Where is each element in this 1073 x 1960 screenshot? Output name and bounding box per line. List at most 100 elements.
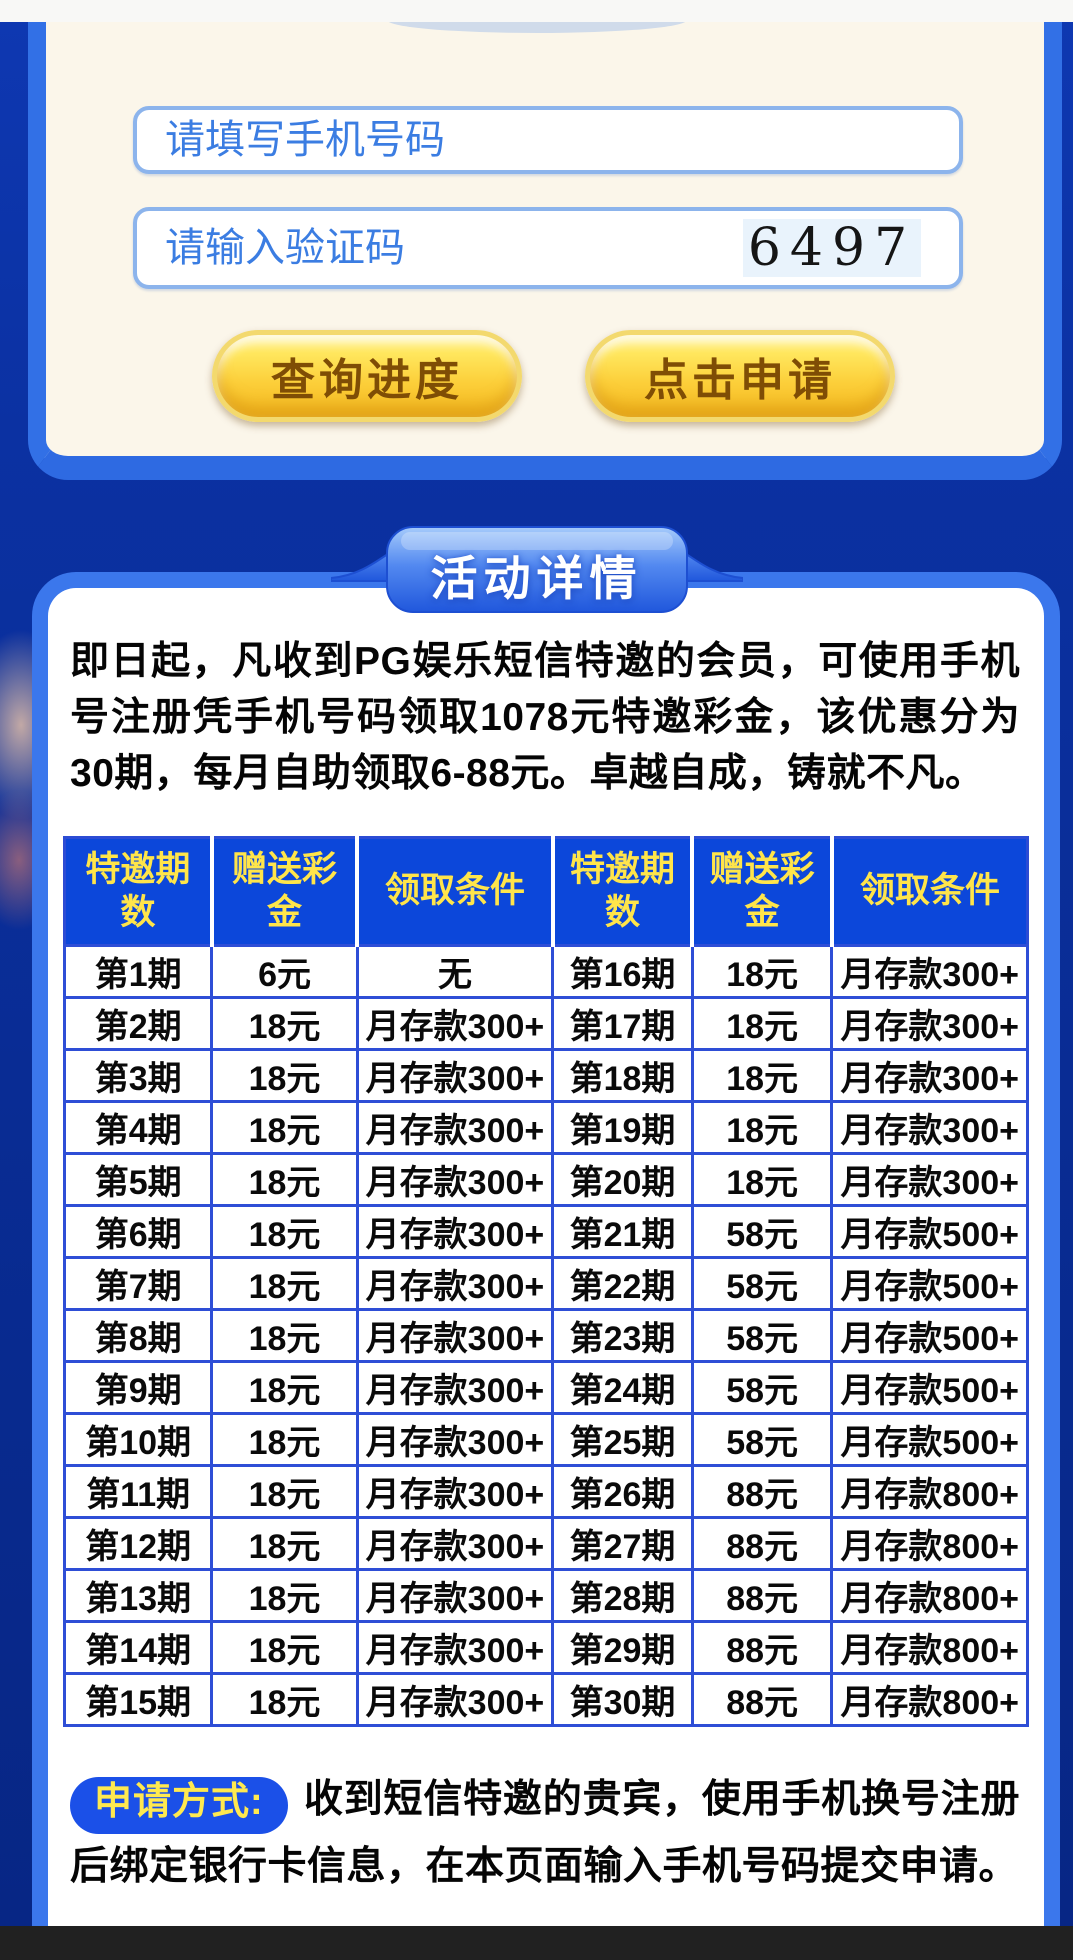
table-cell: 月存款300+ [355, 1204, 555, 1260]
table-cell: 88元 [690, 1516, 834, 1572]
table-cell: 月存款800+ [830, 1464, 1029, 1520]
table-cell: 第6期 [62, 1204, 214, 1260]
table-cell: 58元 [690, 1308, 834, 1364]
table-row: 第4期 18元 月存款300+ 第19期 18元 月存款300+ [62, 1100, 1029, 1156]
table-cell: 第21期 [551, 1204, 694, 1260]
ribbon-shape [330, 526, 743, 613]
table-cell: 第23期 [551, 1308, 694, 1364]
table-cell: 月存款300+ [355, 1568, 555, 1624]
table-cell: 18元 [210, 1256, 359, 1312]
table-cell: 月存款800+ [830, 1620, 1029, 1676]
table-header-cell: 特邀期数 [550, 837, 693, 946]
table-cell: 58元 [690, 1256, 834, 1312]
table-cell: 第15期 [62, 1672, 214, 1728]
table-row: 第10期 18元 月存款300+ 第25期 58元 月存款500+ [62, 1412, 1029, 1468]
captcha-field: 6497 [133, 207, 963, 289]
table-cell: 月存款800+ [830, 1568, 1029, 1624]
table-header-cell: 领取条件 [829, 837, 1028, 946]
table-row: 第14期 18元 月存款300+ 第29期 88元 月存款800+ [62, 1620, 1029, 1676]
table-row: 第8期 18元 月存款300+ 第23期 58元 月存款500+ [62, 1308, 1029, 1364]
table-header-cell: 赠送彩金 [690, 837, 832, 946]
table-cell: 第27期 [551, 1516, 694, 1572]
table-cell: 18元 [210, 1308, 359, 1364]
promo-intro-text: 即日起，凡收到PG娱乐短信特邀的会员，可使用手机号注册凭手机号码领取1078元特… [70, 640, 1020, 795]
table-cell: 第9期 [62, 1360, 214, 1416]
table-cell: 88元 [690, 1568, 834, 1624]
table-row: 第2期 18元 月存款300+ 第17期 18元 月存款300+ [62, 996, 1029, 1052]
table-cell: 月存款300+ [830, 1152, 1029, 1208]
table-cell: 无 [355, 944, 555, 1000]
table-cell: 18元 [690, 1048, 834, 1104]
apply-button[interactable]: 点击申请 [585, 330, 895, 422]
table-cell: 第29期 [551, 1620, 694, 1676]
table-header-cell: 赠送彩金 [209, 837, 358, 946]
table-cell: 18元 [690, 1100, 834, 1156]
table-cell: 18元 [210, 1620, 359, 1676]
table-cell: 月存款300+ [355, 1516, 555, 1572]
table-cell: 月存款300+ [355, 1308, 555, 1364]
table-cell: 月存款300+ [830, 996, 1029, 1052]
table-cell: 58元 [690, 1360, 834, 1416]
table-cell: 月存款500+ [830, 1256, 1029, 1312]
table-cell: 第24期 [551, 1360, 694, 1416]
table-row: 第9期 18元 月存款300+ 第24期 58元 月存款500+ [62, 1360, 1029, 1416]
table-header-row: 特邀期数 赠送彩金 领取条件 特邀期数 赠送彩金 领取条件 [64, 837, 1028, 946]
cropped-ribbon-arc [386, 20, 687, 33]
table-cell: 第25期 [551, 1412, 694, 1468]
apply-method-row: 申请方式: 收到短信特邀的贵宾，使用手机换号注册后绑定银行卡信息，在本页面输入手机… [70, 1767, 1020, 1900]
table-cell: 第16期 [551, 944, 694, 1000]
table-cell: 第26期 [551, 1464, 694, 1520]
table-cell: 月存款300+ [355, 996, 555, 1052]
table-row: 第5期 18元 月存款300+ 第20期 18元 月存款300+ [62, 1152, 1029, 1208]
table-cell: 18元 [210, 1100, 359, 1156]
application-card: 6497 查询进度 点击申请 [28, 22, 1062, 480]
table-cell: 第17期 [551, 996, 694, 1052]
table-row: 第3期 18元 月存款300+ 第18期 18元 月存款300+ [62, 1048, 1029, 1104]
table-cell: 18元 [690, 996, 834, 1052]
table-header-cell: 领取条件 [355, 837, 553, 946]
table-cell: 18元 [690, 1152, 834, 1208]
details-header-ribbon: 活动详情 [330, 522, 743, 616]
table-cell: 18元 [210, 1360, 359, 1416]
table-cell: 第10期 [62, 1412, 214, 1468]
table-cell: 第4期 [62, 1100, 214, 1156]
table-cell: 58元 [690, 1204, 834, 1260]
table-cell: 月存款500+ [830, 1204, 1029, 1260]
table-cell: 第2期 [62, 996, 214, 1052]
bottom-system-bar [0, 1926, 1073, 1960]
table-cell: 18元 [210, 996, 359, 1052]
table-cell: 月存款300+ [355, 1100, 555, 1156]
table-row: 第11期 18元 月存款300+ 第26期 88元 月存款800+ [62, 1464, 1029, 1520]
table-cell: 第3期 [62, 1048, 214, 1104]
details-header-title: 活动详情 [430, 552, 643, 605]
captcha-input[interactable] [137, 211, 753, 285]
table-cell: 18元 [210, 1152, 359, 1208]
status-bar-strip [0, 0, 1073, 22]
table-row: 第1期 6元无第16期 18元 月存款300+ [62, 944, 1029, 1000]
table-row: 第12期 18元 月存款300+ 第27期 88元 月存款800+ [62, 1516, 1029, 1572]
table-cell: 第13期 [62, 1568, 214, 1624]
table-cell: 18元 [210, 1412, 359, 1468]
apply-method-text: 收到短信特邀的贵宾，使用手机换号注册后绑定银行卡信息，在本页面输入手机号码提交申… [70, 1778, 1020, 1888]
table-cell: 月存款300+ [830, 1100, 1029, 1156]
table-cell: 第30期 [551, 1672, 694, 1728]
table-cell: 第7期 [62, 1256, 214, 1312]
table-cell: 月存款800+ [830, 1672, 1029, 1728]
table-row: 第15期 18元 月存款300+ 第30期 88元 月存款800+ [62, 1672, 1029, 1728]
phone-input[interactable] [133, 106, 963, 174]
check-progress-button[interactable]: 查询进度 [212, 330, 522, 422]
table-cell: 月存款300+ [830, 1048, 1029, 1104]
table-cell: 月存款500+ [830, 1308, 1029, 1364]
table-cell: 第12期 [62, 1516, 214, 1572]
table-cell: 月存款500+ [830, 1360, 1029, 1416]
table-cell: 月存款500+ [830, 1412, 1029, 1468]
table-header-cell: 特邀期数 [64, 837, 212, 946]
table-cell: 月存款300+ [355, 1464, 555, 1520]
table-cell: 88元 [690, 1672, 834, 1728]
table-cell: 月存款300+ [355, 1412, 555, 1468]
table-cell: 第22期 [551, 1256, 694, 1312]
table-cell: 月存款300+ [830, 944, 1029, 1000]
table-row: 第13期 18元 月存款300+ 第28期 88元 月存款800+ [62, 1568, 1029, 1624]
captcha-code-image[interactable]: 6497 [743, 218, 921, 278]
